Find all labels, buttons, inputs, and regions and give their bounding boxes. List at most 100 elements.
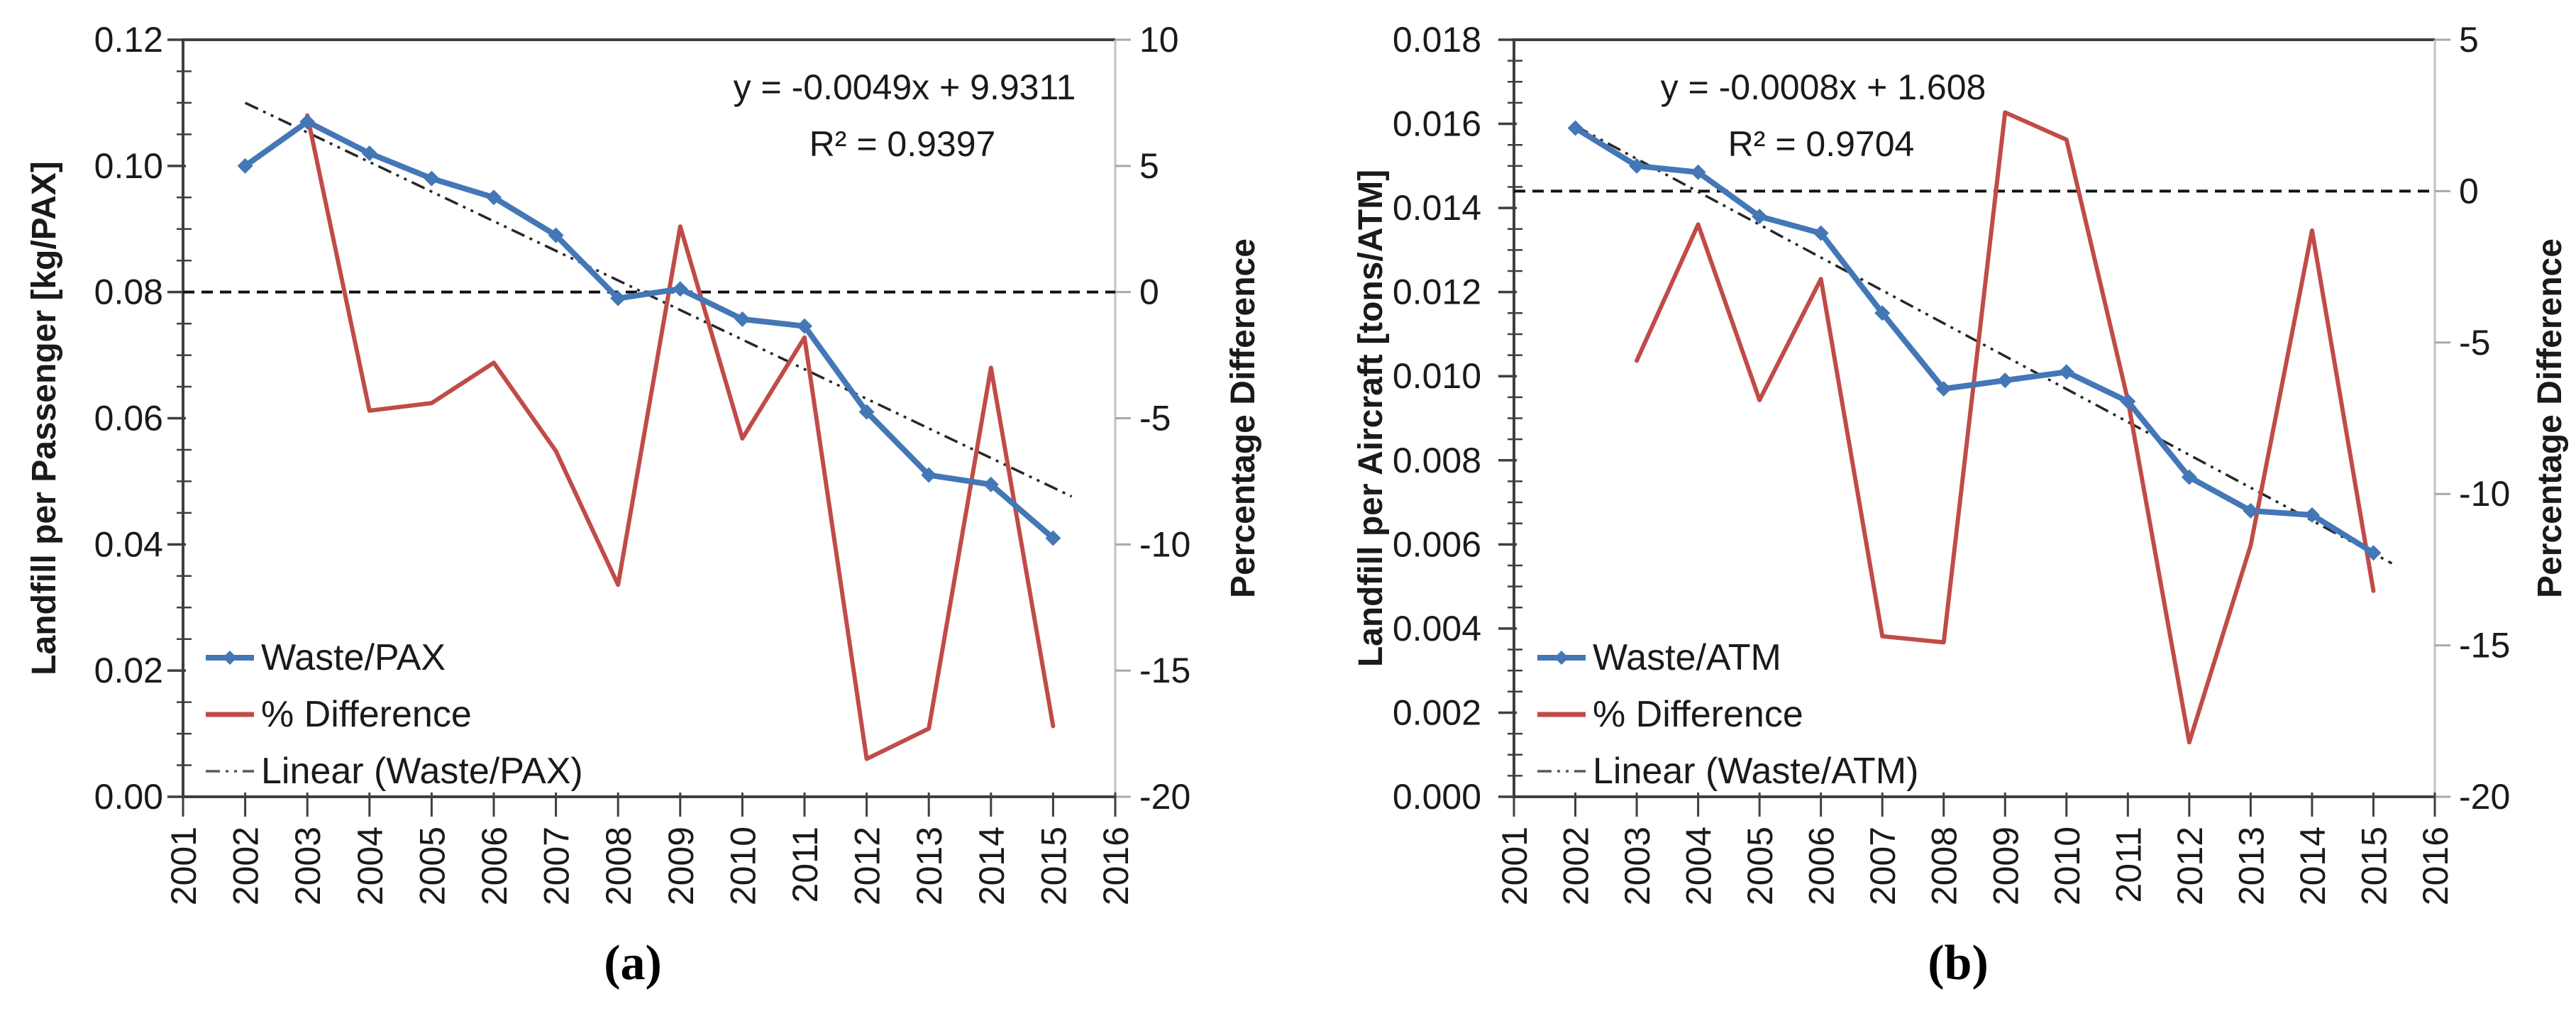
diamond-marker	[361, 145, 377, 162]
x-axis-tick-label: 2007	[537, 827, 577, 905]
legend-diamond-marker	[223, 651, 237, 665]
pct-difference-series-line	[1635, 110, 2376, 745]
x-axis-tick-label: 2010	[723, 827, 763, 905]
x-axis-tick-label: 2007	[1863, 827, 1903, 905]
x-axis-tick-label: 2012	[2170, 827, 2210, 905]
chart-root: 0.00 0.02 0.04 0.06 0.08 0.10 0.12 10 5 0 -5 -10 -15…	[26, 20, 1262, 905]
left-axis-tick-label: 0.010	[1393, 356, 1481, 396]
legend-item: Waste/PAX	[206, 637, 446, 678]
trendline-equation-a: y = -0.0049x + 9.9311	[733, 67, 1076, 107]
legend-label: % Difference	[1593, 694, 1803, 735]
left-axis-tick-label: 0.000	[1393, 777, 1481, 817]
panel-caption-a: (a)	[604, 936, 662, 990]
right-axis-tick-label: -20	[1139, 777, 1190, 817]
diamond-marker	[299, 114, 316, 130]
legend-item: Linear (Waste/ATM)	[1537, 751, 1918, 792]
x-axis-tick-label: 2016	[1096, 827, 1136, 905]
diamond-marker	[797, 318, 812, 334]
r-squared-b: R² = 0.9704	[1728, 124, 1915, 164]
x-axis-tick-label: 2011	[785, 827, 825, 903]
left-axis-ticks: 0.000 0.002 0.004 0.006 0.008 0.010 0.012 0.014…	[1393, 20, 1522, 817]
x-axis-tick-label: 2009	[661, 827, 701, 905]
left-axis-tick-label: 0.008	[1393, 441, 1481, 480]
x-axis-ticks: 2001 2002 2003 2004 2005 2006 2007 2008 2009 2010…	[164, 793, 1136, 905]
x-axis-tick-label: 2008	[1925, 827, 1964, 905]
left-axis-title: Landfill per Passenger [kg/PAX]	[26, 161, 63, 675]
x-axis-tick-label: 2001	[1495, 827, 1535, 905]
x-axis-tick-label: 2015	[1034, 827, 1073, 905]
right-axis-title: Percentage Difference	[2531, 238, 2569, 598]
left-axis-ticks: 0.00 0.02 0.04 0.06 0.08 0.10 0.12	[94, 20, 192, 817]
diamond-marker	[1935, 381, 1952, 397]
right-axis-tick-label: 0	[1139, 272, 1159, 312]
x-axis-tick-label: 2005	[1740, 827, 1780, 905]
left-axis-tick-label: 0.004	[1393, 609, 1481, 648]
left-axis-tick-label: 0.018	[1393, 20, 1481, 60]
legend-label: % Difference	[261, 694, 472, 735]
diamond-marker	[2304, 507, 2320, 523]
left-axis-tick-label: 0.014	[1393, 188, 1481, 228]
x-axis-tick-label: 2002	[1557, 827, 1596, 905]
x-axis-tick-label: 2016	[2416, 827, 2455, 905]
trendline-series	[1574, 124, 2393, 565]
diamond-marker	[1813, 225, 1829, 241]
right-axis-tick-label: -5	[2459, 323, 2490, 363]
left-axis-tick-label: 0.06	[94, 399, 163, 438]
diamond-marker	[858, 404, 875, 420]
legend-diamond-marker	[1554, 651, 1569, 665]
diamond-marker	[983, 476, 999, 492]
diamond-marker	[1997, 372, 2013, 389]
diamond-marker	[2181, 469, 2197, 485]
x-axis-tick-label: 2003	[288, 827, 328, 905]
diamond-marker	[2243, 502, 2259, 519]
diamond-marker	[237, 158, 253, 174]
x-axis-tick-label: 2006	[475, 827, 514, 905]
chart-a-canvas: 0.00 0.02 0.04 0.06 0.08 0.10 0.12 10 5 0 -5 -10 -15…	[26, 20, 1262, 905]
x-axis-tick-label: 2008	[599, 827, 639, 905]
diamond-marker	[1874, 305, 1891, 321]
right-axis-ticks: 10 5 0 -5 -10 -15 -20	[1115, 20, 1190, 817]
x-axis-tick-label: 2006	[1802, 827, 1842, 905]
diamond-marker	[2120, 393, 2136, 409]
legend-label: Linear (Waste/PAX)	[261, 751, 583, 792]
panel-caption-b: (b)	[1928, 936, 1989, 990]
pct-difference-series-line	[305, 113, 1056, 761]
right-axis-tick-label: -5	[1139, 399, 1171, 438]
trendline-series	[244, 101, 1073, 498]
legend-label: Waste/ATM	[1593, 637, 1781, 678]
left-axis-tick-label: 0.016	[1393, 104, 1481, 144]
legend-item: Waste/ATM	[1537, 637, 1781, 678]
left-axis-tick-label: 0.012	[1393, 272, 1481, 312]
diamond-marker	[734, 311, 751, 327]
left-axis-title: Landfill per Aircraft [tons/ATM]	[1352, 170, 1390, 667]
chart-root: 0.000 0.002 0.004 0.006 0.008 0.010 0.012 0.014…	[1352, 20, 2569, 905]
diamond-marker	[486, 189, 502, 206]
diamond-marker	[672, 281, 688, 297]
figure-panel-a: 0.00 0.02 0.04 0.06 0.08 0.10 0.12 10 5 0 -5 -10 -15…	[26, 20, 1262, 905]
series-markers	[1567, 120, 2382, 561]
legend-label: Waste/PAX	[261, 637, 446, 678]
legend-label: Linear (Waste/ATM)	[1593, 751, 1918, 792]
x-axis-tick-label: 2010	[2047, 827, 2087, 905]
right-axis-tick-label: 0	[2459, 171, 2479, 211]
left-axis-tick-label: 0.002	[1393, 692, 1481, 732]
diamond-marker	[610, 290, 626, 307]
x-axis-ticks: 2001 2002 2003 2004 2005 2006 2007 2008 2009 2010…	[1495, 793, 2455, 905]
x-axis-tick-label: 2004	[350, 827, 390, 905]
right-axis-tick-label: 5	[2459, 20, 2479, 60]
r-squared-a: R² = 0.9397	[809, 124, 996, 164]
x-axis-tick-label: 2014	[972, 827, 1012, 905]
left-axis-tick-label: 0.10	[94, 146, 163, 186]
figure-panel-b: 0.000 0.002 0.004 0.006 0.008 0.010 0.012 0.014…	[1288, 0, 2576, 1016]
diamond-marker	[1045, 530, 1061, 546]
x-axis-tick-label: 2002	[226, 827, 266, 905]
left-axis-tick-label: 0.02	[94, 651, 163, 690]
legend: Waste/ATM % Difference Linear (Waste/ATM)	[1537, 637, 1918, 792]
primary-series-line	[242, 118, 1056, 541]
x-axis-tick-label: 2009	[1986, 827, 2025, 905]
legend-item: Linear (Waste/PAX)	[206, 751, 583, 792]
chart-b-canvas: 0.000 0.002 0.004 0.006 0.008 0.010 0.012 0.014…	[1352, 20, 2569, 905]
diamond-marker	[548, 227, 564, 243]
right-axis-tick-label: -10	[1139, 524, 1190, 564]
diamond-marker	[2058, 364, 2074, 380]
